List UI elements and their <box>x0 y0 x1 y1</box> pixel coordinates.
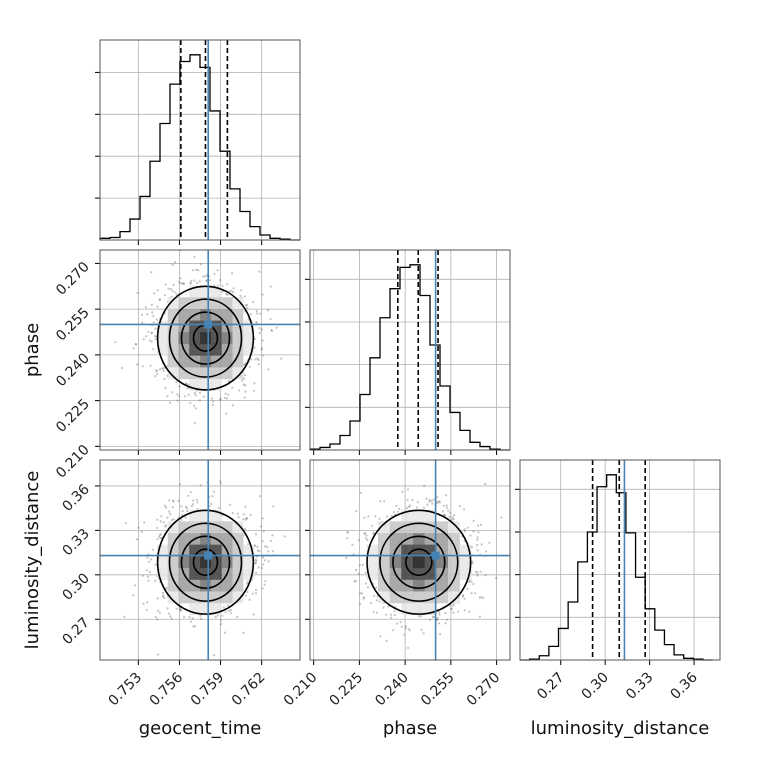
panel-background <box>100 40 300 240</box>
histogram-panel-geocent_time <box>95 39 301 245</box>
contour-level-1 <box>180 311 231 365</box>
x-tick-label-geocent_time: 0.762 <box>229 670 269 710</box>
panel-background <box>310 250 510 450</box>
y-tick-label-phase: 0.240 <box>53 350 93 390</box>
contour-level-3 <box>366 509 472 615</box>
histogram-step-phase <box>309 264 510 451</box>
panel-frame <box>99 459 301 661</box>
panel-content <box>100 460 300 660</box>
contour-level-2 <box>379 522 459 602</box>
panel-content <box>100 250 300 450</box>
x-tick-label-luminosity_distance: 0.27 <box>534 670 567 703</box>
x-axis-title-phase: phase <box>383 718 437 739</box>
x-tick-label-geocent_time: 0.756 <box>147 669 187 709</box>
x-tick-label-phase: 0.210 <box>281 670 321 710</box>
panel-frame <box>519 459 721 661</box>
histogram-step-geocent_time <box>99 54 300 241</box>
contour-level-1 <box>180 535 231 589</box>
x-tick-label-phase: 0.255 <box>418 670 458 710</box>
y-axis-title-luminosity_distance: luminosity_distance <box>22 471 43 650</box>
y-tick-label-luminosity_distance: 0.33 <box>59 526 92 559</box>
panel-frame <box>99 249 301 451</box>
y-tick-label-luminosity_distance: 0.27 <box>59 615 92 648</box>
panel-frame <box>99 39 301 241</box>
scatter-panel-geocent_time-phase <box>95 249 301 455</box>
x-tick-label-phase: 0.240 <box>372 670 412 710</box>
contour-level-0 <box>405 548 433 577</box>
x-tick-label-luminosity_distance: 0.30 <box>579 670 612 703</box>
histogram-step-luminosity_distance <box>520 474 713 661</box>
contour-level-2 <box>168 522 243 602</box>
y-axis-title-phase: phase <box>22 323 43 377</box>
x-axis-title-luminosity_distance: luminosity_distance <box>531 718 710 739</box>
y-tick-label-phase: 0.210 <box>53 442 93 482</box>
panel-frame <box>309 459 511 661</box>
truth-marker <box>204 551 213 560</box>
contour-level-3 <box>156 285 255 391</box>
panel-content <box>310 460 510 660</box>
density-fill <box>156 285 255 391</box>
y-tick-label-phase: 0.255 <box>53 305 93 345</box>
scatter-panel-geocent_time-luminosity_distance <box>95 459 301 665</box>
histogram-panel-luminosity_distance <box>515 459 721 665</box>
x-tick-label-phase: 0.270 <box>464 670 504 710</box>
x-axis-title-geocent_time: geocent_time <box>139 718 262 739</box>
histogram-panel-phase <box>305 249 511 455</box>
x-tick-label-phase: 0.225 <box>327 670 367 710</box>
y-tick-label-luminosity_distance: 0.36 <box>59 481 92 514</box>
x-tick-label-luminosity_distance: 0.36 <box>668 669 701 702</box>
x-tick-label-luminosity_distance: 0.33 <box>623 670 656 703</box>
contour-level-0 <box>192 548 219 577</box>
density-fill <box>156 509 255 615</box>
contour-level-1 <box>392 535 446 589</box>
y-tick-label-phase: 0.225 <box>53 396 93 436</box>
truth-marker <box>204 320 213 329</box>
y-tick-label-luminosity_distance: 0.30 <box>59 570 92 603</box>
panel-frame <box>309 249 511 451</box>
scatter-panel-phase-luminosity_distance <box>305 459 511 665</box>
contour-level-2 <box>168 298 243 378</box>
x-tick-label-geocent_time: 0.759 <box>188 670 228 710</box>
y-tick-label-phase: 0.270 <box>53 259 93 299</box>
contour-level-3 <box>156 509 255 615</box>
truth-marker <box>431 551 440 560</box>
x-tick-label-geocent_time: 0.753 <box>106 670 146 710</box>
